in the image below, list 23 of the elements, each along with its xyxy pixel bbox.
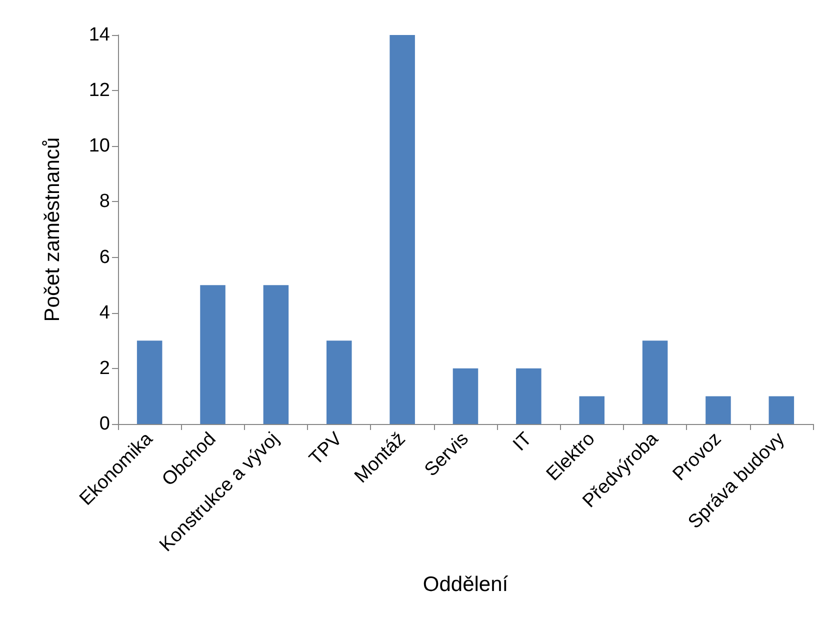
y-tick-label: 2 (99, 358, 110, 379)
x-tick-label: IT (509, 428, 536, 456)
y-tick-label: 0 (99, 414, 110, 434)
bar (263, 285, 289, 424)
y-tick-label: 4 (99, 302, 110, 324)
y-tick-label: 12 (88, 80, 110, 102)
bar (326, 340, 352, 424)
bar (579, 396, 604, 424)
y-tick-label: 10 (88, 136, 110, 157)
bar (136, 340, 162, 424)
x-axis-title: Oddělení (422, 573, 508, 596)
x-tick-label: TPV (306, 428, 347, 470)
y-axis-title: Počet zaměstnanců (41, 137, 64, 322)
y-tick-label: 8 (99, 191, 110, 212)
bar (706, 396, 731, 424)
y-tick-label: 6 (99, 246, 110, 268)
bar (768, 396, 794, 424)
bar (516, 368, 542, 424)
bar (452, 368, 478, 424)
y-tick-label: 14 (88, 24, 110, 46)
bar (390, 35, 415, 424)
bar (200, 285, 226, 424)
bar (642, 340, 668, 424)
